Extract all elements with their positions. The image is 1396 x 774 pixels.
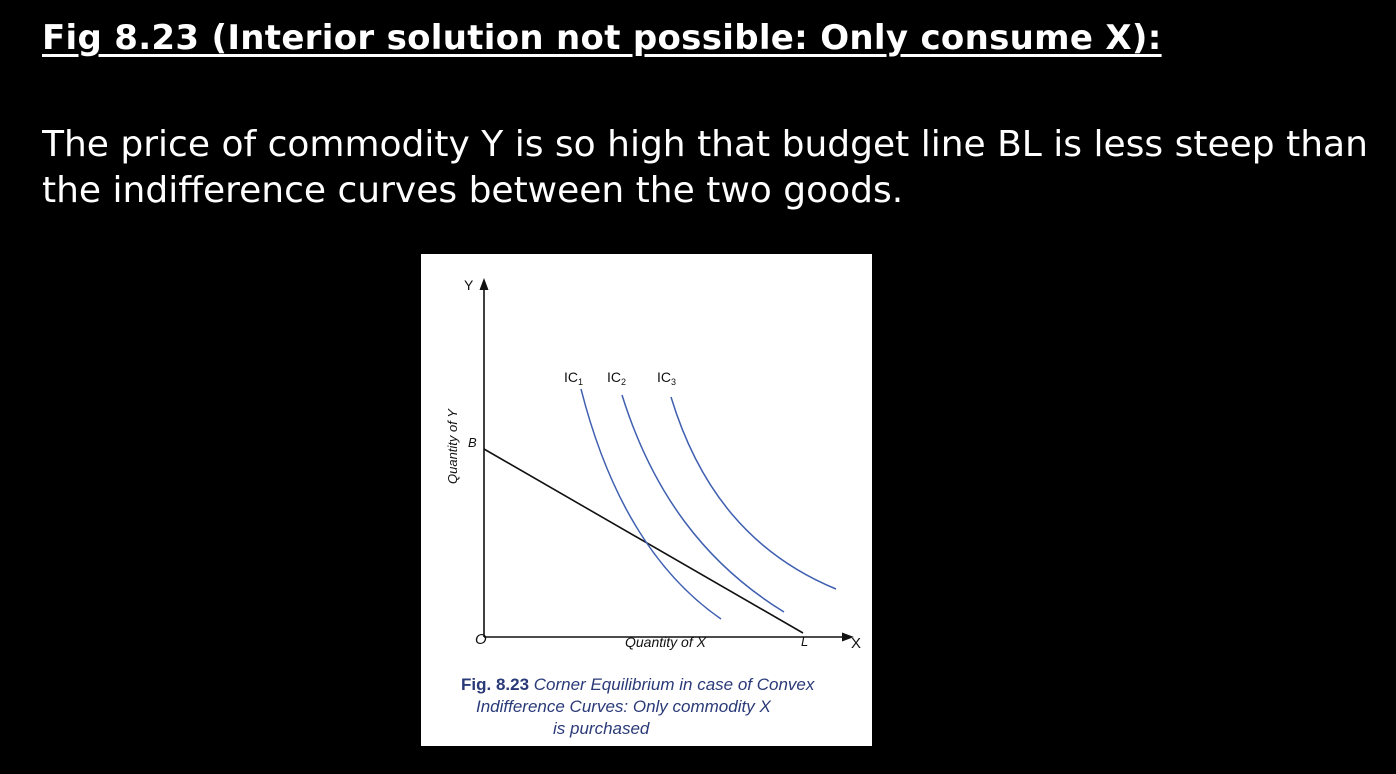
x-axis-arrow: [842, 632, 854, 642]
budget-line: [483, 448, 804, 634]
caption-line-1: Fig. 8.23 Corner Equilibrium in case of …: [421, 674, 872, 696]
textbook-figure: Y X O B L Quantity of X Quantity of Y IC…: [421, 254, 872, 746]
caption-line-2: Indifference Curves: Only commodity X: [476, 697, 771, 716]
ic1-curve: [580, 388, 722, 620]
slide-title: Fig 8.23 (Interior solution not possible…: [42, 18, 1162, 58]
caption-line-3: is purchased: [553, 719, 650, 738]
caption-number: Fig. 8.23: [461, 675, 530, 694]
point-b-label: B: [468, 435, 477, 450]
ic2-label: IC2: [607, 369, 626, 387]
y-axis-letter: Y: [464, 277, 474, 293]
origin-label: O: [475, 631, 487, 648]
caption-line-1-text: Corner Equilibrium in case of Convex: [529, 675, 815, 694]
indifference-diagram: Y X O B L Quantity of X Quantity of Y IC…: [445, 277, 861, 652]
ic1-label: IC1: [564, 369, 583, 387]
point-l-label: L: [801, 634, 808, 649]
y-axis-arrow: [479, 278, 489, 290]
ic3-label-prefix: IC: [657, 369, 671, 385]
figure-caption: Fig. 8.23 Corner Equilibrium in case of …: [421, 674, 872, 740]
x-axis-letter: X: [851, 635, 861, 652]
ic3-curve: [670, 396, 837, 590]
ic1-label-prefix: IC: [564, 369, 578, 385]
ic1-label-sub: 1: [578, 377, 583, 387]
body-text-line-2: the indifference curves between the two …: [42, 170, 904, 211]
body-text-line-1: The price of commodity Y is so high that…: [42, 124, 1368, 165]
ic3-label: IC3: [657, 369, 676, 387]
ic2-curve: [621, 394, 785, 613]
ic3-label-sub: 3: [671, 377, 676, 387]
x-axis-title: Quantity of X: [625, 634, 707, 650]
ic2-label-prefix: IC: [607, 369, 621, 385]
ic2-label-sub: 2: [621, 377, 626, 387]
y-axis-title: Quantity of Y: [445, 408, 460, 484]
slide-body-text: The price of commodity Y is so high that…: [42, 122, 1396, 214]
